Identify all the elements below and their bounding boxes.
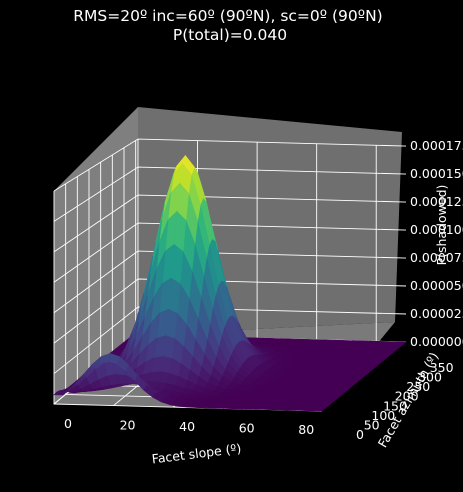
surface-plot xyxy=(53,155,407,412)
grid-line-z xyxy=(53,166,407,222)
y-tick-label: 100 xyxy=(371,408,395,423)
chart-title-line2: P(total)=0.040 xyxy=(173,26,287,44)
x-axis-label: Facet slope (º) xyxy=(151,441,242,467)
grid-line-z xyxy=(53,278,407,344)
x-tick-label: 0 xyxy=(64,416,72,431)
grid-line-z xyxy=(53,138,407,192)
x-tick-label: 20 xyxy=(120,418,136,433)
x-tick-label: 60 xyxy=(239,421,255,436)
y-tick-label: 50 xyxy=(364,417,380,432)
z-tick-label: 0.000125 xyxy=(410,194,463,209)
y-tick-label: 250 xyxy=(406,379,430,394)
grid-line-z xyxy=(53,250,407,314)
y-tick-label: 300 xyxy=(418,370,442,385)
chart-title-line1: RMS=20º inc=60º (90ºN), sc=0º (90ºN) xyxy=(73,7,382,25)
grid-line-z xyxy=(53,306,407,374)
z-tick-label: 0.000175 xyxy=(410,138,463,153)
y-tick-label: 0 xyxy=(356,427,364,442)
z-axis-label: P(shadowed) xyxy=(434,185,449,266)
tick-labels: 0204060800501001502002503003500.0000000.… xyxy=(64,138,463,442)
y-tick-label: 350 xyxy=(430,360,454,375)
surface-facet xyxy=(53,391,67,396)
y-tick-label: 150 xyxy=(383,398,407,413)
z-tick-label: 0.000025 xyxy=(410,306,463,321)
x-tick-label: 80 xyxy=(298,422,314,437)
left-pane xyxy=(54,107,138,404)
grid-line-z xyxy=(53,194,407,253)
y-tick-label: 200 xyxy=(395,389,419,404)
z-tick-label: 0.000075 xyxy=(410,250,463,265)
x-tick-label: 40 xyxy=(179,419,195,434)
grid-line-z xyxy=(53,222,407,283)
